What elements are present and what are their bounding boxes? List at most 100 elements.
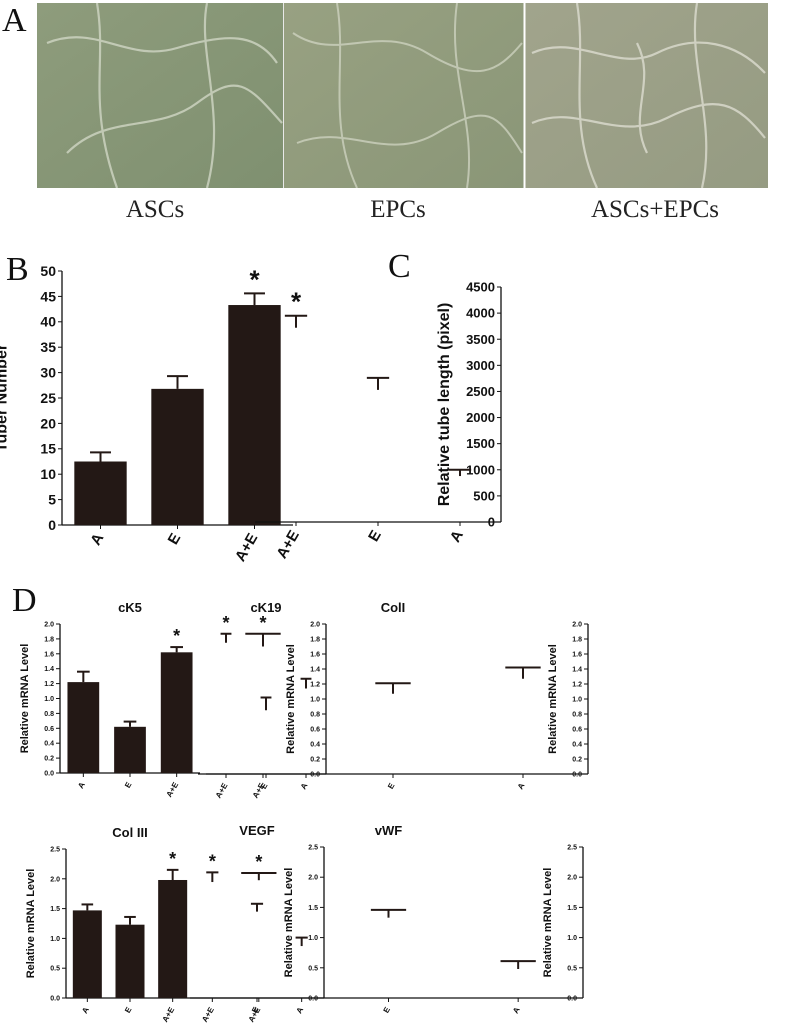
chart-title: ColI (381, 600, 406, 615)
panel-label-b: B (6, 251, 29, 288)
y-tick-label: 1.6 (44, 651, 54, 658)
y-tick-label: 40 (40, 314, 56, 330)
image-label-ascs-epcs: ASCs+EPCs (590, 196, 720, 223)
y-tick-label: 35 (40, 339, 56, 355)
y-tick-label: 20 (40, 415, 56, 431)
x-tick-label: E (123, 1005, 134, 1015)
y-tick-label: 500 (473, 488, 495, 503)
y-tick-label: 1.0 (572, 696, 582, 703)
y-tick-label: 0.5 (567, 965, 577, 972)
x-tick-label: E (259, 781, 270, 791)
y-tick-label: 1.5 (50, 906, 60, 913)
y-tick-label: 1.0 (44, 696, 54, 703)
y-tick-label: 1.0 (50, 936, 60, 943)
y-axis-label: Relative mRNA Level (542, 868, 554, 978)
image-label-epcs: EPCs (370, 196, 426, 223)
y-tick-label: 0.4 (572, 741, 582, 748)
significance-marker: * (291, 287, 302, 317)
y-tick-label: 2.5 (308, 844, 318, 851)
y-tick-label: 45 (40, 288, 56, 304)
x-tick-label: A+E (247, 1005, 263, 1024)
microscopy-image-epcs (283, 3, 524, 188)
bar (72, 910, 102, 998)
y-tick-label: 0.8 (310, 711, 320, 718)
y-tick-label: 0.8 (44, 711, 54, 718)
y-tick-label: 0.4 (310, 741, 320, 748)
microscopy-image-strip (37, 3, 768, 188)
bar (74, 461, 127, 525)
x-tick-label: E (382, 1005, 393, 1015)
y-tick-label: 2.0 (310, 621, 320, 628)
x-tick-label: E (386, 781, 397, 791)
y-tick-label: 0.0 (44, 770, 54, 777)
microscopy-image-ascs (37, 3, 283, 188)
y-tick-label: 50 (40, 263, 56, 279)
y-tick-label: 1.4 (310, 666, 320, 673)
y-tick-label: 2.0 (50, 876, 60, 883)
bar (114, 726, 146, 773)
significance-marker: * (255, 852, 262, 872)
x-tick-label: A (299, 781, 310, 791)
y-tick-label: 0 (488, 515, 495, 530)
bar (67, 682, 100, 773)
y-tick-label: 0 (48, 517, 56, 533)
y-tick-label: 2.0 (44, 621, 54, 628)
y-tick-label: 2.0 (567, 875, 577, 882)
x-tick-label: A (516, 781, 527, 791)
chart-title: cK5 (118, 600, 142, 615)
y-tick-label: 3000 (466, 358, 495, 373)
y-tick-label: 1500 (466, 436, 495, 451)
y-tick-label: 0.0 (308, 995, 318, 1002)
y-tick-label: 1.2 (44, 681, 54, 688)
significance-marker: * (222, 613, 229, 633)
y-tick-label: 0.6 (572, 726, 582, 733)
image-label-ascs: ASCs (125, 196, 185, 223)
y-axis-label: Relative mRNA Level (547, 644, 559, 754)
y-tick-label: 2.5 (567, 844, 577, 851)
y-tick-label: 4000 (466, 306, 495, 321)
y-tick-label: 0.2 (572, 756, 582, 763)
y-tick-label: 2000 (466, 410, 495, 425)
chart-title: cK19 (250, 600, 281, 615)
y-tick-label: 1.0 (308, 935, 318, 942)
bar (160, 652, 193, 773)
x-tick-label: A (511, 1005, 522, 1015)
y-tick-label: 25 (40, 390, 56, 406)
y-tick-label: 2500 (466, 384, 495, 399)
y-tick-label: 1.0 (310, 696, 320, 703)
y-tick-label: 1.2 (310, 681, 320, 688)
y-tick-label: 1.2 (572, 681, 582, 688)
bar (228, 305, 281, 525)
x-tick-label: A (76, 780, 87, 790)
y-tick-label: 1.6 (572, 651, 582, 658)
panel-label-a: A (2, 2, 27, 39)
x-tick-label: A (295, 1005, 306, 1015)
y-tick-label: 0.0 (572, 771, 582, 778)
y-tick-label: 0.2 (44, 756, 54, 763)
y-tick-label: 2.0 (572, 621, 582, 628)
y-axis-label: Tuber Number (0, 344, 10, 452)
y-tick-label: 1000 (466, 462, 495, 477)
y-tick-label: 1.5 (567, 905, 577, 912)
microscopy-image-ascs-epcs (525, 3, 768, 188)
bar (158, 879, 188, 998)
x-tick-label: A (80, 1005, 91, 1015)
y-tick-label: 1.8 (572, 636, 582, 643)
chart-title: Col III (112, 825, 147, 840)
y-tick-label: 3500 (466, 332, 495, 347)
y-tick-label: 4500 (466, 280, 495, 295)
y-tick-label: 1.5 (308, 905, 318, 912)
significance-marker: * (249, 264, 260, 294)
y-tick-label: 5 (48, 492, 56, 508)
y-tick-label: 15 (40, 441, 56, 457)
significance-marker: * (173, 626, 180, 646)
panel-label-d: D (12, 582, 37, 619)
y-axis-label: Relative mRNA Level (19, 644, 31, 754)
y-tick-label: 0.6 (310, 726, 320, 733)
